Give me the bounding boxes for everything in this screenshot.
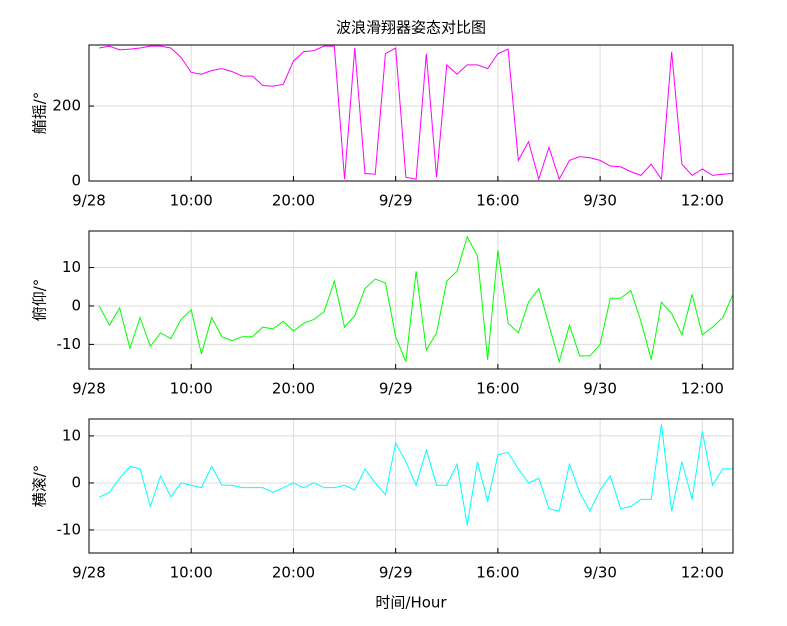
x-tick-label: 9/29 (379, 192, 413, 210)
y-axis-label: 横滚/° (31, 465, 49, 508)
x-tick-label: 9/29 (379, 564, 413, 582)
x-tick-label: 10:00 (170, 564, 213, 582)
chart-title: 波浪滑翔器姿态对比图 (336, 19, 486, 37)
x-tick-label: 12:00 (681, 192, 724, 210)
y-axis-label: 艏摇/° (31, 92, 49, 135)
plot-frame (88, 418, 734, 554)
plot-frame (88, 44, 734, 182)
x-tick-label: 10:00 (170, 192, 213, 210)
x-tick-label: 20:00 (272, 192, 315, 210)
x-tick-label: 20:00 (272, 380, 315, 398)
x-tick-label: 9/30 (583, 192, 617, 210)
data-line (98, 235, 734, 364)
plot-frame (88, 230, 734, 370)
x-tick-label: 16:00 (476, 380, 519, 398)
x-tick-label: 9/29 (379, 380, 413, 398)
x-tick-label: 9/30 (583, 564, 617, 582)
x-tick-label: 9/28 (72, 380, 106, 398)
x-tick-label: 10:00 (170, 380, 213, 398)
data-line (99, 424, 733, 526)
x-tick-label: 20:00 (272, 564, 315, 582)
y-tick-label: 10 (62, 426, 81, 444)
y-tick-label: -10 (57, 335, 82, 353)
x-tick-label: 9/28 (72, 564, 106, 582)
x-tick-label: 12:00 (681, 380, 724, 398)
y-tick-label: 0 (71, 172, 81, 190)
y-axis-label: 俯仰/° (31, 279, 49, 322)
x-tick-label: 16:00 (476, 192, 519, 210)
x-tick-label: 16:00 (476, 564, 519, 582)
y-tick-label: 0 (71, 296, 81, 314)
y-tick-label: -10 (57, 520, 82, 538)
x-tick-label: 9/30 (583, 380, 617, 398)
data-line (99, 45, 734, 181)
x-tick-label: 9/28 (72, 192, 106, 210)
x-axis-label: 时间/Hour (375, 594, 447, 612)
y-tick-label: 10 (62, 258, 81, 276)
y-tick-label: 0 (71, 473, 81, 491)
y-tick-label: 200 (52, 97, 81, 115)
x-tick-label: 12:00 (681, 564, 724, 582)
